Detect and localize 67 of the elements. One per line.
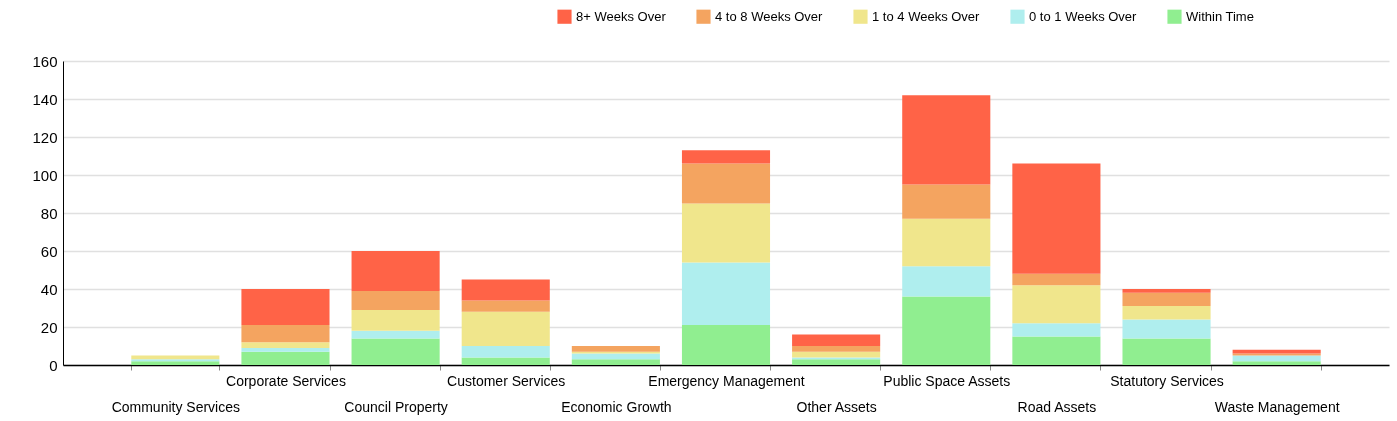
legend-label: 0 to 1 Weeks Over xyxy=(1029,8,1138,24)
bar xyxy=(681,203,771,263)
bar xyxy=(1012,323,1101,337)
bar xyxy=(792,346,881,352)
x-tick-label: Corporate Services xyxy=(226,372,346,389)
bar xyxy=(1232,349,1321,354)
bar xyxy=(351,309,440,331)
y-tick-label: 40 xyxy=(40,280,58,298)
bar xyxy=(571,346,660,352)
y-tick-label: 100 xyxy=(32,166,58,184)
bar xyxy=(461,279,550,301)
bar xyxy=(351,330,440,339)
bar xyxy=(461,300,550,312)
bar xyxy=(792,359,881,365)
bar xyxy=(902,296,991,365)
x-tick-label: Public Space Assets xyxy=(883,372,1011,389)
bar xyxy=(241,325,330,343)
bar xyxy=(461,357,550,365)
y-tick-label: 80 xyxy=(40,204,58,222)
bar xyxy=(902,184,991,219)
x-tick-label: Waste Management xyxy=(1214,398,1340,415)
bar xyxy=(1012,273,1101,286)
x-tick-label: Council Property xyxy=(344,398,448,415)
bar xyxy=(681,163,771,204)
bar xyxy=(351,290,440,310)
bar xyxy=(241,347,330,352)
bar xyxy=(902,266,991,297)
bar xyxy=(241,289,330,326)
bar xyxy=(1122,338,1211,365)
legend-label: 4 to 8 Weeks Over xyxy=(715,8,824,24)
x-tick-label: Economic Growth xyxy=(561,398,672,415)
bar xyxy=(571,359,660,365)
bar xyxy=(1232,361,1321,365)
bar xyxy=(1122,306,1211,320)
x-tick-label: Emergency Management xyxy=(648,372,805,389)
x-tick-label: Other Assets xyxy=(796,398,877,415)
bar xyxy=(1012,336,1101,365)
x-tick-label: Customer Services xyxy=(447,372,566,389)
bar xyxy=(241,351,330,365)
y-tick-label: 20 xyxy=(40,318,58,336)
bar xyxy=(461,346,550,358)
y-tick-label: 140 xyxy=(32,90,58,108)
legend-label: 1 to 4 Weeks Over xyxy=(872,8,981,24)
bar xyxy=(902,95,991,185)
bar xyxy=(1012,163,1101,274)
y-tick-label: 160 xyxy=(32,52,58,70)
bar xyxy=(902,218,991,267)
bar xyxy=(351,338,440,365)
x-tick-label: Community Services xyxy=(111,398,241,415)
bar xyxy=(1012,285,1101,324)
x-tick-label: Statutory Services xyxy=(1110,372,1224,389)
bar xyxy=(1122,319,1211,339)
bar xyxy=(681,262,771,326)
bar xyxy=(461,311,550,346)
bar xyxy=(681,325,771,365)
y-tick-label: 60 xyxy=(40,242,58,260)
legend-label: Within Time xyxy=(1186,8,1254,24)
bar xyxy=(1122,289,1211,293)
bar xyxy=(792,334,881,346)
x-tick-label: Road Assets xyxy=(1017,398,1097,415)
bar xyxy=(351,251,440,291)
bar xyxy=(1122,292,1211,307)
legend-label: 8+ Weeks Over xyxy=(576,8,667,24)
bar xyxy=(681,150,771,164)
y-tick-label: 120 xyxy=(32,128,58,146)
bar xyxy=(241,342,330,348)
y-tick-label: 0 xyxy=(49,356,58,374)
